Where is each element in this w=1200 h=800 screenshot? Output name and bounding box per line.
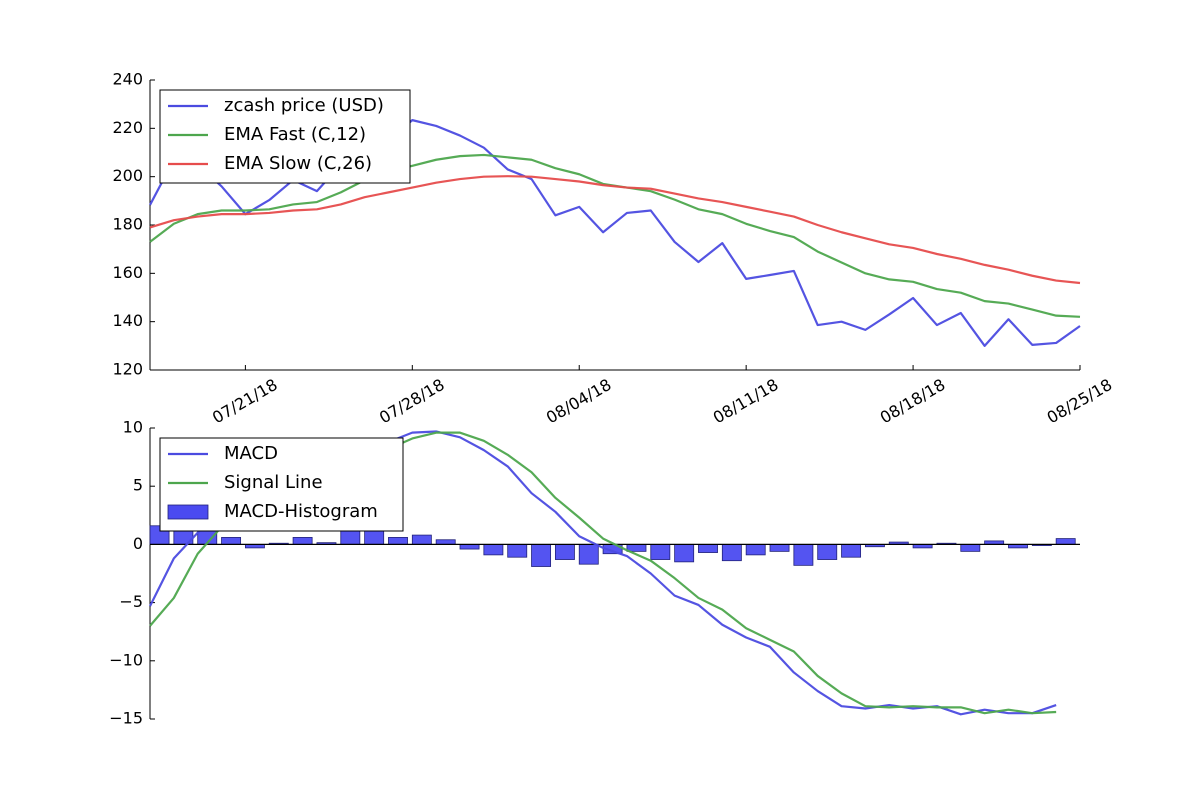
- x-tick-label: 08/04/18: [543, 375, 615, 427]
- y-tick-label: 240: [112, 70, 143, 89]
- histogram-bar: [554, 544, 575, 560]
- y-tick-label: 10: [123, 418, 143, 437]
- legend-label: EMA Fast (C,12): [224, 124, 366, 145]
- histogram-bar: [531, 544, 552, 567]
- y-tick-label: −5: [119, 592, 143, 611]
- legend-label: EMA Slow (C,26): [224, 153, 372, 174]
- histogram-bar: [960, 544, 981, 552]
- x-tick-label: 08/11/18: [710, 375, 782, 427]
- histogram-bar: [793, 544, 814, 566]
- y-tick-label: −15: [109, 709, 143, 728]
- x-tick-label: 08/25/18: [1044, 375, 1116, 427]
- axes: −15 −10 −5 0 5 10 MACD Signal Line MACD-Histogra…: [109, 418, 1080, 728]
- histogram-bar: [459, 544, 480, 550]
- histogram-bar: [650, 544, 671, 560]
- y-tick-label: 5: [133, 476, 143, 495]
- y-tick-label: 180: [112, 215, 143, 234]
- y-tick-label: 120: [112, 360, 143, 379]
- histogram-bar: [841, 544, 862, 558]
- y-tick-label: −10: [109, 650, 143, 669]
- x-tick-label: 07/21/18: [209, 375, 281, 427]
- histogram-bar: [483, 544, 504, 556]
- y-tick-label: 160: [112, 263, 143, 282]
- histogram-bar: [411, 534, 432, 545]
- series-line: [149, 175, 1081, 285]
- histogram-bar: [745, 544, 766, 556]
- histogram-bar: [221, 537, 242, 545]
- axes: 120 140 160 180 200 220 240 07/21/18 07/28/18 08/…: [112, 70, 1115, 428]
- x-tick-label: 08/18/18: [877, 375, 949, 427]
- histogram-bar: [674, 544, 695, 563]
- legend-label: Signal Line: [224, 472, 323, 493]
- y-tick-label: 0: [133, 534, 143, 553]
- histogram-bar: [817, 544, 838, 560]
- histogram-bar: [435, 539, 456, 545]
- series-line: [149, 119, 1081, 347]
- legend-label: MACD: [224, 443, 278, 464]
- histogram-bar: [364, 528, 385, 545]
- legend-label: zcash price (USD): [224, 95, 384, 116]
- histogram-bar: [578, 544, 599, 565]
- legend: zcash price (USD) EMA Fast (C,12) EMA Slow…: [159, 89, 411, 184]
- histogram-bar: [769, 544, 790, 552]
- legend: MACD Signal Line MACD-Histogram: [159, 437, 404, 532]
- y-tick-label: 200: [112, 166, 143, 185]
- legend-label: MACD-Histogram: [224, 501, 378, 522]
- histogram-bar: [292, 537, 313, 545]
- histogram-bar: [1055, 538, 1076, 545]
- y-tick-label: 220: [112, 118, 143, 137]
- histogram-bar: [721, 544, 742, 562]
- histogram-bar: [388, 537, 408, 545]
- y-tick-label: 140: [112, 311, 143, 330]
- x-tick-label: 07/28/18: [376, 375, 448, 427]
- histogram-bar: [507, 544, 528, 558]
- histogram-bar: [340, 528, 361, 545]
- legend-swatch: [167, 504, 209, 520]
- histogram-bar: [698, 544, 718, 553]
